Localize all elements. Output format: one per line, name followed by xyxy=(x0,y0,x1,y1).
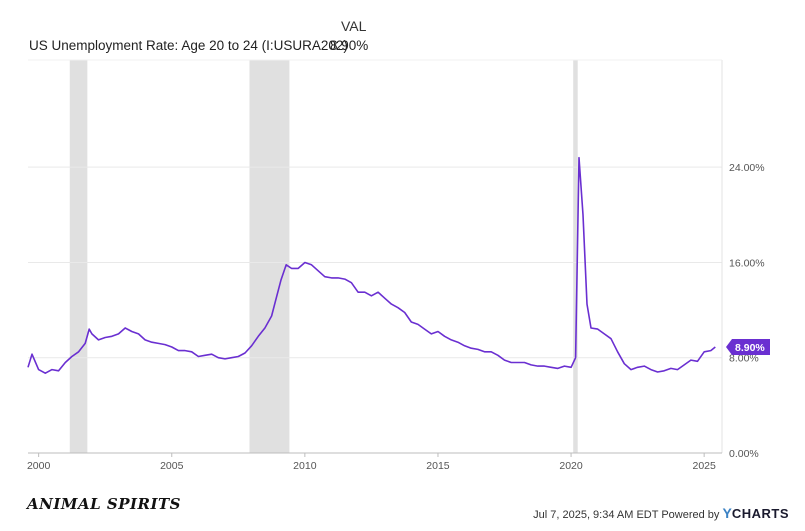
x-tick-label-5: 2025 xyxy=(692,460,716,472)
last-value-badge-group: 8.90% xyxy=(726,339,770,356)
footer-timestamp: Jul 7, 2025, 9:34 AM EDT Powered by xyxy=(533,509,720,521)
recession-bands xyxy=(69,60,578,453)
legend-series-value: 8.90% xyxy=(330,38,369,53)
series-line-0 xyxy=(27,156,716,374)
grid-lines xyxy=(28,59,723,453)
last-value-badge-label: 8.90% xyxy=(735,342,765,354)
y-tick-label-0: 0.00% xyxy=(729,448,759,460)
ycharts-y-icon: Y xyxy=(722,505,732,521)
x-tick-label-3: 2015 xyxy=(426,460,450,472)
y-tick-label-2: 16.00% xyxy=(729,257,765,269)
y-axis-ticks: 0.00% 8.00% 16.00% 24.00% xyxy=(729,162,765,460)
recession-band-1 xyxy=(249,60,290,453)
legend-series-label[interactable]: US Unemployment Rate: Age 20 to 24 (I:US… xyxy=(29,38,348,53)
ycharts-logo-text[interactable]: CHARTS xyxy=(731,506,789,521)
series-layer xyxy=(27,156,716,374)
recession-band-2 xyxy=(573,60,578,453)
x-axis-ticks: 2000 2005 2010 2015 2020 2025 xyxy=(27,453,716,472)
x-tick-label-1: 2005 xyxy=(160,460,184,472)
y-tick-label-1: 8.00% xyxy=(729,353,759,365)
footer-attribution: Jul 7, 2025, 9:34 AM EDT Powered by YCHA… xyxy=(533,505,789,521)
recession-band-0 xyxy=(69,60,88,453)
last-value-badge xyxy=(726,339,770,356)
x-tick-label-4: 2020 xyxy=(559,460,583,472)
y-tick-label-3: 24.00% xyxy=(729,162,765,174)
x-tick-label-0: 2000 xyxy=(27,460,51,472)
x-tick-label-2: 2010 xyxy=(293,460,317,472)
legend-column-header: VAL xyxy=(341,18,367,34)
animal-spirits-logo: ANIMAL SPIRITS xyxy=(27,495,181,513)
